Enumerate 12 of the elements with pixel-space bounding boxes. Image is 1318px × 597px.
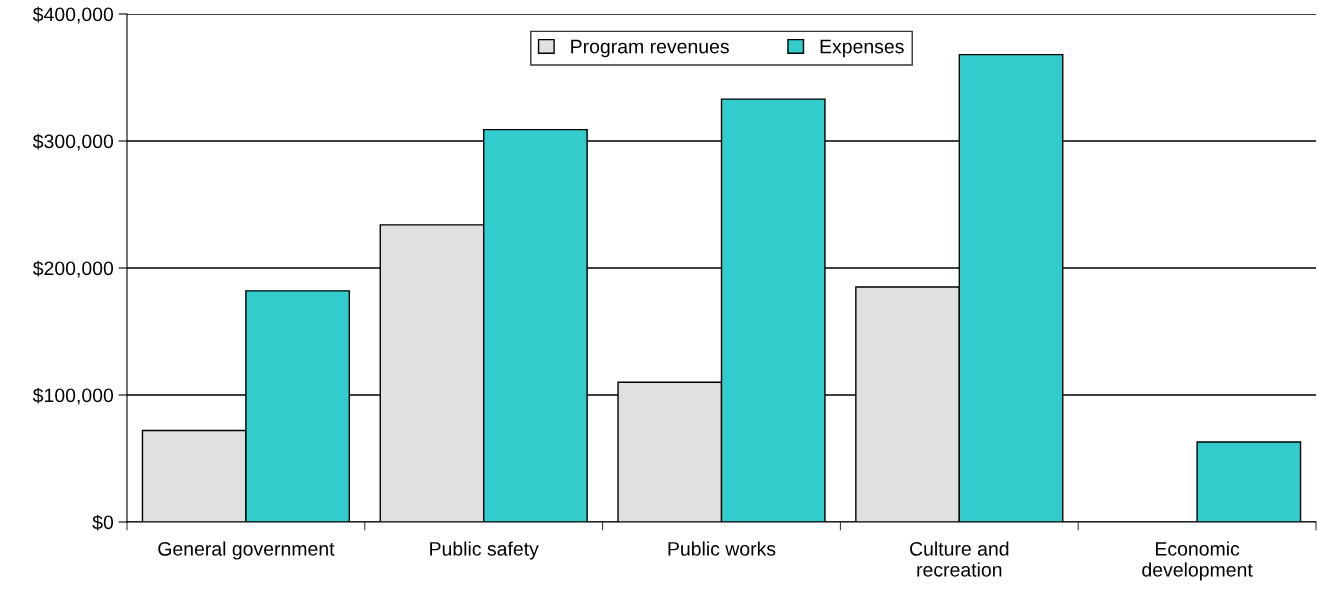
legend-label: Expenses xyxy=(820,39,904,58)
y-tick-label: $200,000 xyxy=(32,260,114,278)
x-tick-label: Public works xyxy=(668,541,776,556)
legend-label: Program revenues xyxy=(571,39,729,58)
y-tick-label: $300,000 xyxy=(32,133,114,151)
x-tick-label: Economic development xyxy=(1142,541,1253,581)
y-tick-label: $100,000 xyxy=(32,387,114,405)
x-tick-label: Public safety xyxy=(430,541,539,560)
y-tick-label: $0 xyxy=(92,514,114,531)
x-tick-label: Culture and recreation xyxy=(910,541,1009,577)
x-tick-label: General government xyxy=(158,541,335,560)
y-tick-label: $400,000 xyxy=(32,6,114,24)
